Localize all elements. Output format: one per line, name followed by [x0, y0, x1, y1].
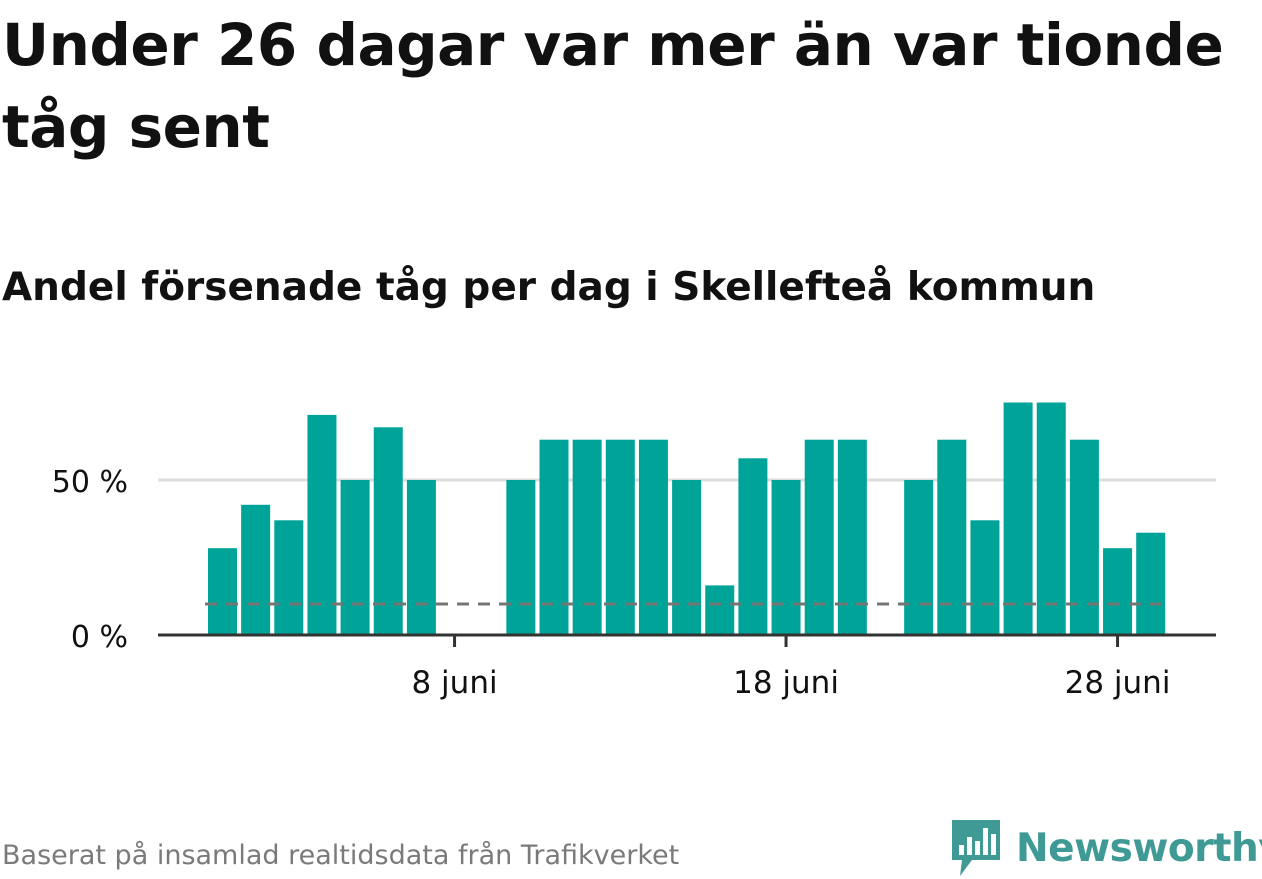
- bar: [672, 480, 702, 635]
- bar: [638, 439, 668, 635]
- brand-logo: Newsworthy: [950, 818, 1262, 878]
- bar: [406, 480, 436, 635]
- bar: [373, 427, 403, 635]
- chart-title: Under 26 dagar var mer än var tionde tåg…: [2, 11, 1224, 161]
- newsworthy-logo-icon: [952, 820, 1000, 876]
- x-tick-label: 18 juni: [733, 665, 839, 701]
- bar: [837, 439, 867, 635]
- bar: [804, 439, 834, 635]
- bar: [241, 504, 271, 635]
- bar-chart: 0 % 50 % 8 juni 18 juni 28 juni: [52, 402, 1216, 701]
- bar: [738, 458, 768, 635]
- bar: [208, 548, 237, 635]
- bar: [340, 480, 370, 635]
- bar: [1003, 402, 1033, 635]
- x-tick-label: 8 juni: [411, 665, 497, 701]
- bar: [904, 480, 934, 635]
- source-note: Baserat på insamlad realtidsdata från Tr…: [2, 840, 680, 871]
- bar: [1103, 548, 1133, 635]
- y-tick-label: 50 %: [52, 465, 128, 500]
- bar: [705, 585, 735, 635]
- y-tick-label: 0 %: [71, 620, 128, 655]
- chart-subtitle: Andel försenade tåg per dag i Skellefteå…: [2, 265, 1096, 310]
- bar: [970, 520, 1000, 635]
- bar: [1036, 402, 1066, 635]
- bar: [572, 439, 602, 635]
- bar: [1136, 532, 1166, 635]
- bar: [307, 414, 337, 635]
- bar: [274, 520, 304, 635]
- bar: [506, 480, 536, 635]
- bar: [1069, 439, 1099, 635]
- bar: [937, 439, 967, 635]
- bar: [605, 439, 635, 635]
- bar: [539, 439, 569, 635]
- bar: [771, 480, 801, 635]
- x-tick-label: 28 juni: [1065, 665, 1171, 701]
- brand-name: Newsworthy: [1016, 825, 1262, 871]
